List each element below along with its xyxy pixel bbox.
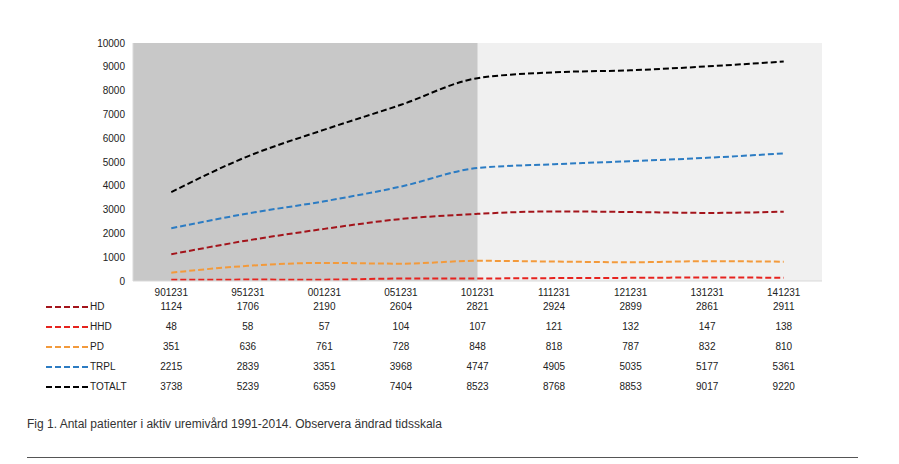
html-text:121: 121 <box>545 321 563 332</box>
html-text:2190: 2190 <box>313 301 336 312</box>
html-text:636: 636 <box>239 341 257 352</box>
html-text:728: 728 <box>392 341 410 352</box>
html-text:4747: 4747 <box>466 361 489 372</box>
svg-text:141231: 141231 <box>767 287 801 298</box>
svg-text:10000: 10000 <box>97 38 125 49</box>
html-text:5361: 5361 <box>772 361 795 372</box>
html-text:1124: 1124 <box>160 301 182 312</box>
svg-text:5000: 5000 <box>103 157 126 168</box>
html-text:104: 104 <box>392 321 410 332</box>
svg-text:101231: 101231 <box>461 287 495 298</box>
html-text:810: 810 <box>775 341 793 352</box>
svg-text:6000: 6000 <box>103 133 126 144</box>
svg-text:111231: 111231 <box>538 287 570 298</box>
html-text:2924: 2924 <box>542 301 566 312</box>
svg-text:901231: 901231 <box>155 287 189 298</box>
html-text:57: 57 <box>318 321 330 332</box>
svg-text:951231: 951231 <box>231 287 265 298</box>
html-text:351: 351 <box>162 341 180 352</box>
svg-text:9000: 9000 <box>103 61 126 72</box>
html-text:8523: 8523 <box>466 381 489 392</box>
html-text:5177: 5177 <box>696 361 719 372</box>
html-text:2821: 2821 <box>466 301 489 312</box>
html-text:HHD: HHD <box>90 321 112 332</box>
html-text:9220: 9220 <box>772 381 795 392</box>
html-text:6359: 6359 <box>313 381 336 392</box>
html-text:2839: 2839 <box>236 361 259 372</box>
html-text:2861: 2861 <box>696 301 719 312</box>
html-text:TRPL: TRPL <box>90 361 116 372</box>
svg-text:121231: 121231 <box>614 287 648 298</box>
html-text:107: 107 <box>469 321 486 332</box>
html-text:58: 58 <box>242 321 254 332</box>
html-text:7404: 7404 <box>389 381 413 392</box>
html-text:787: 787 <box>622 341 639 352</box>
html-text:4905: 4905 <box>542 361 566 372</box>
html-text:HD: HD <box>90 301 105 312</box>
svg-text:131231: 131231 <box>690 287 724 298</box>
html-text:TOTALT: TOTALT <box>90 381 127 392</box>
html-text:147: 147 <box>698 321 716 332</box>
html-text:848: 848 <box>469 341 486 352</box>
html-text:2215: 2215 <box>160 361 183 372</box>
html-text:48: 48 <box>165 321 177 332</box>
html-text:8768: 8768 <box>542 381 566 392</box>
html-text:761: 761 <box>316 341 333 352</box>
svg-text:3000: 3000 <box>103 204 126 215</box>
svg-text:4000: 4000 <box>103 180 126 191</box>
html-text:Fig 1. Antal patienter i aktiv: Fig 1. Antal patienter i aktiv uremivård… <box>27 417 442 431</box>
html-text:138: 138 <box>775 321 793 332</box>
svg-text:2000: 2000 <box>103 228 126 239</box>
html-text:2911: 2911 <box>773 301 795 312</box>
html-text:1706: 1706 <box>236 301 259 312</box>
html-text:132: 132 <box>622 321 639 332</box>
svg-text:1000: 1000 <box>103 252 126 263</box>
html-text:3738: 3738 <box>160 381 183 392</box>
html-text:8853: 8853 <box>619 381 642 392</box>
html-text:9017: 9017 <box>696 381 719 392</box>
html-text:3968: 3968 <box>389 361 413 372</box>
html-text:3351: 3351 <box>313 361 336 372</box>
svg-text:001231: 001231 <box>308 287 342 298</box>
html-text:PD: PD <box>90 341 104 352</box>
html-text:2604: 2604 <box>389 301 413 312</box>
svg-text:0: 0 <box>119 276 125 287</box>
svg-text:051231: 051231 <box>384 287 418 298</box>
html-text:832: 832 <box>698 341 716 352</box>
html-text:818: 818 <box>545 341 563 352</box>
svg-text:8000: 8000 <box>103 85 126 96</box>
svg-text:7000: 7000 <box>103 109 126 120</box>
html-text:2899: 2899 <box>619 301 642 312</box>
html-text:5035: 5035 <box>619 361 642 372</box>
html-text:5239: 5239 <box>236 381 259 392</box>
